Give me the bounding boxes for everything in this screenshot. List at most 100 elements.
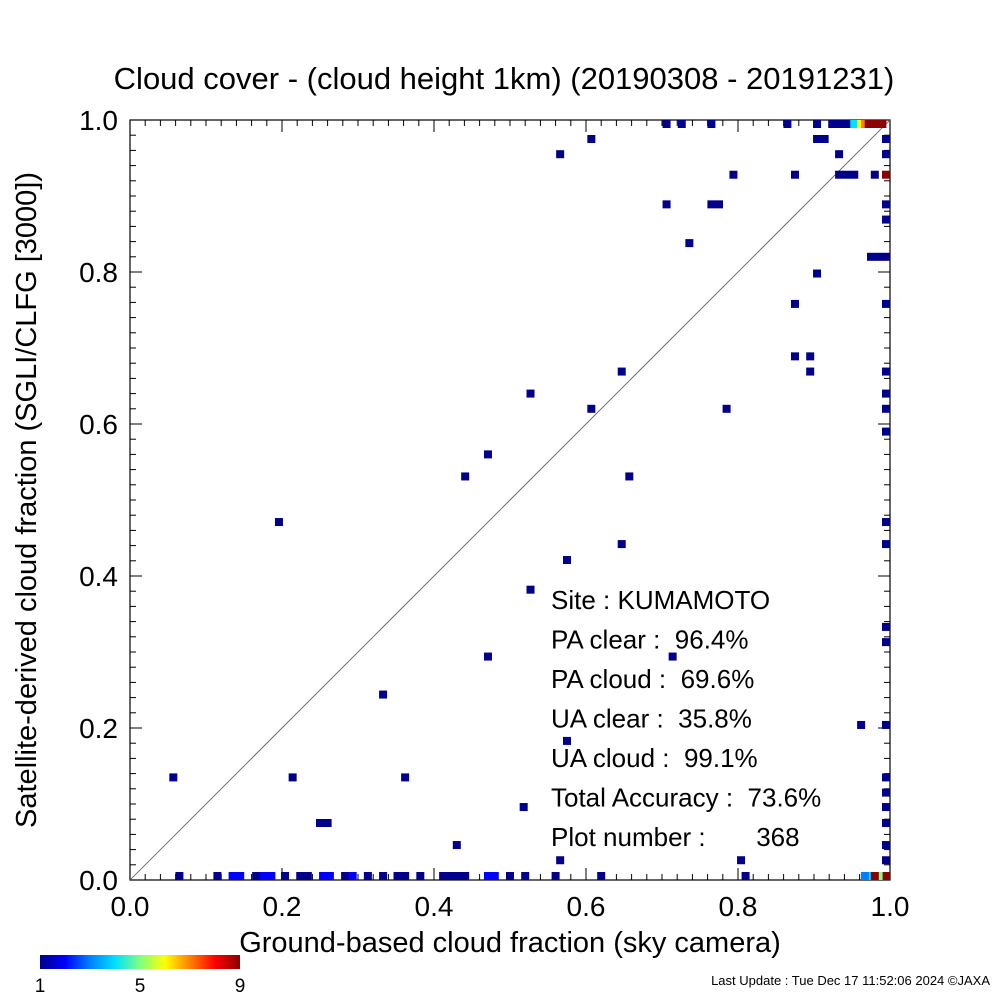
data-point xyxy=(791,352,799,361)
data-point xyxy=(828,120,837,128)
y-tick-label: 0.2 xyxy=(79,713,118,744)
data-point xyxy=(882,404,890,413)
data-point xyxy=(867,252,875,261)
data-point xyxy=(882,788,890,797)
stat-line: PA clear : 96.4% xyxy=(551,625,749,655)
colorbar-label-max: 9 xyxy=(235,976,246,997)
data-point xyxy=(483,872,492,880)
data-point xyxy=(707,120,716,128)
data-point xyxy=(857,720,866,729)
data-point xyxy=(842,170,851,179)
data-point xyxy=(393,872,402,880)
data-point xyxy=(813,120,822,128)
data-point xyxy=(625,472,634,481)
data-point xyxy=(175,872,184,880)
data-point xyxy=(685,239,694,248)
x-tick-labels: 0.0 0.2 0.4 0.6 0.8 1.0 xyxy=(111,891,910,922)
data-point xyxy=(707,200,716,209)
data-point xyxy=(556,856,565,865)
colorbar xyxy=(40,955,240,969)
data-point xyxy=(878,120,887,128)
data-point xyxy=(806,352,815,361)
data-point xyxy=(715,200,723,209)
data-point xyxy=(551,872,560,880)
data-point xyxy=(461,872,470,880)
data-point xyxy=(563,736,571,745)
x-tick-label: 1.0 xyxy=(871,891,910,922)
data-point xyxy=(303,872,312,880)
data-point xyxy=(452,841,461,850)
data-point xyxy=(882,872,890,880)
data-point xyxy=(483,652,492,661)
data-point xyxy=(521,872,530,880)
data-point xyxy=(737,856,746,865)
data-point xyxy=(281,872,290,880)
data-point xyxy=(416,872,425,880)
data-point xyxy=(882,819,890,827)
data-point xyxy=(882,170,890,179)
data-point xyxy=(563,556,571,565)
y-tick-label: 0.0 xyxy=(79,865,118,896)
data-point xyxy=(316,819,324,827)
data-point xyxy=(363,872,372,880)
data-point xyxy=(882,215,890,224)
data-point xyxy=(379,872,388,880)
data-point xyxy=(791,299,799,308)
data-point xyxy=(677,120,686,128)
data-point xyxy=(668,652,677,661)
stat-line: UA clear : 35.8% xyxy=(551,704,752,734)
data-point xyxy=(662,200,671,209)
data-point xyxy=(882,540,890,549)
data-point xyxy=(882,856,890,865)
data-point xyxy=(617,540,626,549)
data-point xyxy=(445,872,454,880)
y-tick-label: 0.4 xyxy=(79,561,118,592)
last-update-text: Last Update : Tue Dec 17 11:52:06 2024 ©… xyxy=(711,973,990,988)
data-point xyxy=(490,872,499,880)
y-axis-label: Satellite-derived cloud fraction (SGLI/C… xyxy=(11,172,43,828)
chart-title: Cloud cover - (cloud height 1km) (201903… xyxy=(114,61,895,96)
data-point xyxy=(461,472,470,481)
data-point xyxy=(453,872,462,880)
data-point xyxy=(850,170,859,179)
x-tick-label: 0.2 xyxy=(263,891,302,922)
data-point xyxy=(259,872,268,880)
data-point xyxy=(882,803,890,812)
data-point xyxy=(874,252,883,261)
data-point xyxy=(401,773,410,782)
colorbar-label-mid: 5 xyxy=(135,976,146,997)
colorbar-label-min: 1 xyxy=(35,976,46,997)
x-tick-label: 0.0 xyxy=(111,891,150,922)
data-point xyxy=(835,150,844,159)
data-point xyxy=(323,819,332,827)
data-point xyxy=(882,518,890,527)
data-point xyxy=(882,638,890,647)
data-point xyxy=(820,135,829,143)
data-point xyxy=(379,690,388,699)
stat-line: Total Accuracy : 73.6% xyxy=(551,783,821,813)
stat-line: PA cloud : 69.6% xyxy=(551,664,754,694)
data-point xyxy=(597,872,606,880)
x-axis-label: Ground-based cloud fraction (sky camera) xyxy=(239,927,781,959)
data-point xyxy=(526,585,535,594)
data-point xyxy=(348,872,357,880)
y-tick-label: 0.6 xyxy=(79,409,118,440)
data-point xyxy=(741,872,750,880)
data-point xyxy=(296,872,305,880)
y-tick-label: 0.8 xyxy=(79,257,118,288)
data-point xyxy=(783,120,792,128)
stat-line: UA cloud : 99.1% xyxy=(551,743,758,773)
data-point xyxy=(587,135,596,143)
data-point xyxy=(882,150,890,159)
data-point xyxy=(483,450,492,459)
data-point xyxy=(169,773,178,782)
data-point xyxy=(526,389,535,398)
x-tick-label: 0.4 xyxy=(415,891,454,922)
data-point xyxy=(267,872,276,880)
stat-line: Plot number : 368 xyxy=(551,822,800,852)
data-point xyxy=(791,170,799,179)
data-point xyxy=(341,872,350,880)
data-point xyxy=(882,299,890,308)
x-tick-label: 0.8 xyxy=(719,891,758,922)
